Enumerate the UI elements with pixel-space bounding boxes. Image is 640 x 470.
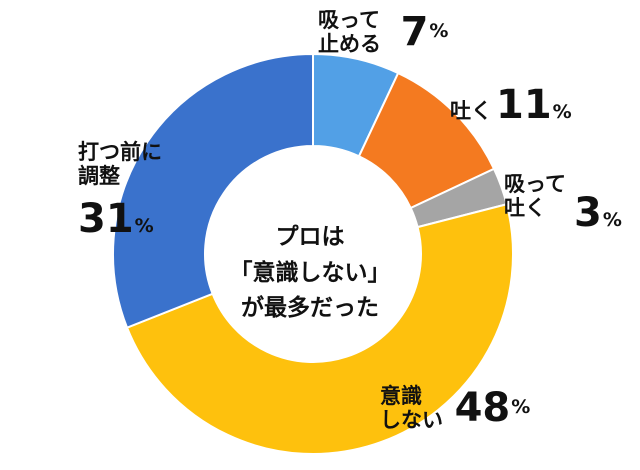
data-label-value: 11 xyxy=(496,82,552,128)
label-suitte-tomeru: 吸って 止める 7% xyxy=(318,8,448,56)
data-label-unit: % xyxy=(134,215,154,238)
label-text: 意識 xyxy=(380,384,422,408)
donut-slice-5 xyxy=(112,52,314,329)
data-label-unit: % xyxy=(552,101,572,123)
data-label-value: 31 xyxy=(78,196,134,243)
label-text: 吸って xyxy=(504,172,566,196)
label-haku: 吐く 11% xyxy=(450,82,572,128)
label-text: 吐く xyxy=(504,196,546,221)
data-label-unit: % xyxy=(602,209,622,231)
label-text: しない xyxy=(380,408,443,433)
label-ishiki-shinai: 意識 しない 48% xyxy=(380,384,530,432)
label-text: 調整 xyxy=(78,164,120,189)
title-line-3: が最多だった xyxy=(241,295,379,322)
label-suitte-haku-value: 3% xyxy=(574,190,622,236)
data-label-value: 48 xyxy=(454,385,511,432)
donut-slice-4 xyxy=(125,203,514,455)
label-text: 吸って xyxy=(318,8,380,32)
data-label-unit: % xyxy=(429,19,449,42)
label-text: 止める xyxy=(318,32,381,57)
chart-title: プロは 「意識しない」 が最多だった xyxy=(220,220,400,327)
label-text: 打つ前に xyxy=(78,140,162,164)
title-line-1: プロは xyxy=(275,224,345,250)
data-label-unit: % xyxy=(511,395,531,418)
data-label-value: 3 xyxy=(574,190,602,236)
label-text: 吐く xyxy=(450,99,492,123)
data-label-value: 7 xyxy=(400,9,429,56)
label-utsu-mae-ni-chousei: 打つ前に 調整 31% xyxy=(78,140,162,242)
title-line-2: 「意識しない」 xyxy=(229,259,391,286)
label-suitte-haku: 吸って 吐く xyxy=(504,172,566,220)
